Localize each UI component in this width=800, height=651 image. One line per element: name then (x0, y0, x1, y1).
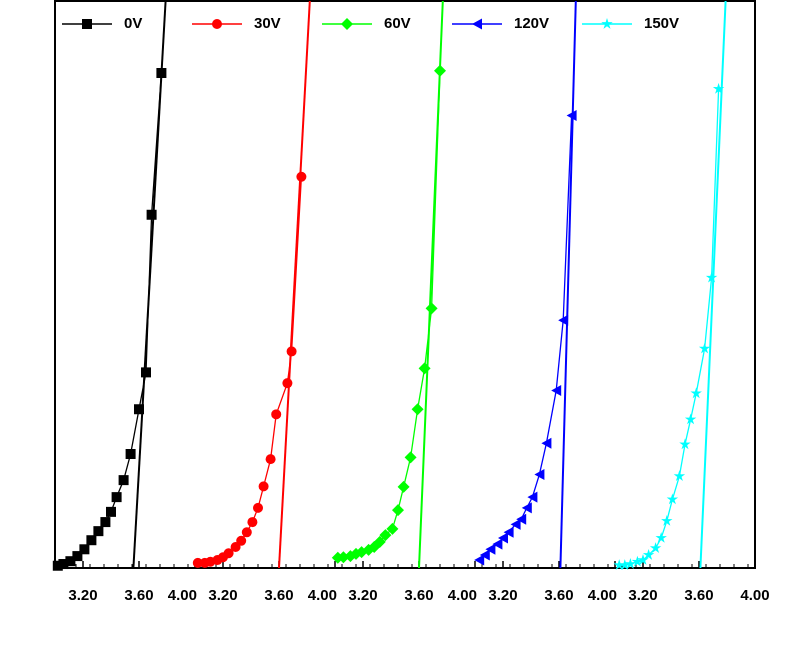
plot-frame (54, 0, 756, 569)
data-point (265, 454, 276, 465)
legend-marker (212, 19, 222, 29)
data-point (558, 314, 569, 326)
data-point (106, 506, 116, 517)
data-point (534, 468, 545, 480)
data-point (258, 481, 269, 492)
fit-line (278, 0, 311, 569)
x-tick-label: 4.00 (588, 587, 617, 604)
data-point (649, 542, 662, 554)
data-point (705, 271, 718, 283)
x-tick-label: 3.60 (684, 587, 713, 604)
x-tick-label: 3.20 (488, 587, 517, 604)
x-tick-label: 3.60 (544, 587, 573, 604)
data-point (118, 475, 129, 486)
data-point (527, 491, 538, 503)
data-point (93, 526, 104, 537)
data-point (684, 413, 697, 425)
data-point (637, 554, 649, 565)
legend-marker (601, 18, 613, 29)
data-point (223, 548, 234, 559)
data-point (141, 367, 151, 378)
data-point (296, 171, 307, 182)
x-tick-label: 4.00 (308, 587, 337, 604)
data-point (551, 385, 562, 397)
x-tick-label: 3.20 (208, 587, 237, 604)
data-point (521, 502, 532, 514)
data-point (666, 493, 679, 505)
data-point (125, 449, 136, 460)
legend-marker (82, 19, 92, 29)
data-point (673, 470, 686, 482)
data-point (503, 526, 514, 538)
legend-marker (341, 18, 353, 30)
series-line (197, 176, 303, 564)
series-line (478, 115, 573, 561)
x-tick-label: 3.60 (264, 587, 293, 604)
data-point (418, 362, 431, 375)
data-point (516, 513, 527, 525)
data-point (192, 557, 203, 568)
x-tick-label: 3.20 (628, 587, 657, 604)
fit-line (418, 0, 444, 569)
data-point (485, 543, 496, 555)
data-point (79, 544, 90, 555)
x-tick-label: 3.60 (124, 587, 153, 604)
x-tick-label: 3.20 (68, 587, 97, 604)
data-point (661, 514, 673, 526)
x-tick-label: 3.60 (404, 587, 433, 604)
data-point (679, 438, 691, 450)
data-point (86, 535, 97, 546)
data-point (386, 522, 399, 535)
data-point (253, 502, 263, 513)
data-point (397, 480, 410, 493)
data-point (392, 504, 404, 517)
x-tick-label: 3.20 (348, 587, 377, 604)
data-point (241, 527, 252, 538)
series-line (337, 70, 441, 559)
legend-label: 120V (514, 15, 549, 32)
fit-line (559, 0, 577, 569)
data-point (690, 387, 702, 399)
data-point (698, 342, 711, 354)
data-point (404, 451, 417, 464)
legend-label: 30V (254, 15, 281, 32)
data-point (619, 559, 631, 571)
data-point (373, 535, 386, 548)
data-point (479, 549, 490, 561)
legend-marker (472, 18, 482, 30)
data-point (541, 437, 552, 449)
x-tick-label: 4.00 (168, 587, 197, 604)
data-point (655, 531, 667, 543)
data-point (642, 548, 655, 560)
legend-label: 150V (644, 15, 679, 32)
fit-line (699, 0, 727, 569)
data-point (146, 209, 157, 220)
data-point (100, 517, 111, 528)
data-point (425, 302, 438, 315)
data-point (411, 403, 424, 416)
data-point (613, 559, 625, 571)
data-point (566, 110, 577, 122)
data-point (271, 409, 282, 420)
data-point (631, 555, 644, 567)
data-point (498, 532, 508, 544)
data-point (492, 538, 503, 550)
x-tick-label: 4.00 (740, 587, 769, 604)
data-point (624, 558, 637, 569)
data-point (111, 492, 122, 503)
data-point (510, 518, 521, 530)
fit-line (132, 0, 167, 569)
data-point (379, 529, 392, 542)
data-point (474, 554, 485, 566)
data-point (712, 82, 725, 94)
data-point (247, 517, 258, 528)
legend-label: 0V (124, 15, 142, 32)
data-point (282, 378, 293, 389)
x-tick-label: 4.00 (448, 587, 477, 604)
data-point (236, 535, 247, 546)
series-line (57, 72, 163, 567)
legend-label: 60V (384, 15, 411, 32)
